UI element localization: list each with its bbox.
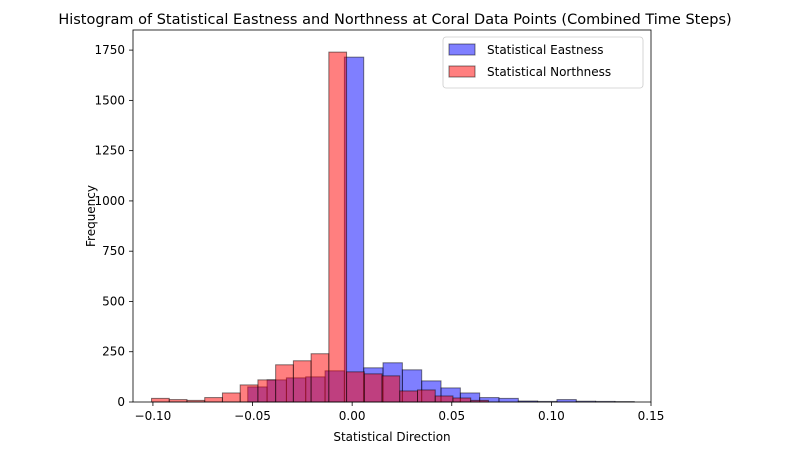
northness-bar xyxy=(239,384,259,403)
legend: Statistical Eastness Statistical Northne… xyxy=(442,36,644,89)
x-axis: −0.10 −0.05 0.00 0.05 0.10 0.15 xyxy=(135,402,665,423)
northness-bar xyxy=(275,364,294,403)
legend-swatch-northness xyxy=(448,65,476,78)
x-tick-label: 0.05 xyxy=(438,409,465,423)
x-tick-label: 0.10 xyxy=(538,409,565,423)
northness-bar xyxy=(151,397,170,403)
legend-swatch-eastness xyxy=(448,43,476,56)
northness-bar xyxy=(204,397,223,403)
plot-area xyxy=(133,30,651,402)
northness-bar xyxy=(257,379,277,403)
eastness-bar xyxy=(498,397,519,403)
y-axis: 0 250 500 750 1000 1250 1500 1750 xyxy=(94,43,133,409)
x-tick-label: 0.00 xyxy=(339,409,366,423)
y-tick-label: 750 xyxy=(102,244,125,258)
y-axis-label: Frequency xyxy=(84,185,98,247)
northness-bar xyxy=(346,371,365,403)
northness-bar xyxy=(417,389,436,403)
x-axis-label: Statistical Direction xyxy=(333,430,450,444)
northness-bar xyxy=(399,390,418,403)
northness-bar xyxy=(381,375,401,403)
northness-bar xyxy=(434,395,454,403)
northness-bar xyxy=(310,353,330,403)
legend-label-northness: Statistical Northness xyxy=(487,65,611,79)
y-tick-label: 1750 xyxy=(94,43,125,57)
y-tick-label: 1000 xyxy=(94,194,125,208)
x-tick-label: −0.10 xyxy=(135,409,172,423)
eastness-bar xyxy=(343,56,365,403)
y-tick-label: 0 xyxy=(117,395,125,409)
y-tick-label: 500 xyxy=(102,294,125,308)
x-tick-label: −0.05 xyxy=(234,409,271,423)
northness-bar xyxy=(452,397,472,403)
legend-box xyxy=(442,36,644,89)
northness-bar xyxy=(221,392,241,403)
y-tick-label: 1500 xyxy=(94,93,125,107)
northness-bar xyxy=(363,373,383,403)
legend-label-eastness: Statistical Eastness xyxy=(487,43,604,57)
northness-bar xyxy=(292,360,312,403)
plot-frame xyxy=(132,29,652,403)
northness-bar xyxy=(328,51,348,403)
northness-bars xyxy=(151,51,489,403)
x-tick-label: 0.15 xyxy=(638,409,665,423)
y-tick-label: 250 xyxy=(102,345,125,359)
chart-title: Histogram of Statistical Eastness and No… xyxy=(58,12,731,28)
y-tick-label: 1250 xyxy=(94,144,125,158)
